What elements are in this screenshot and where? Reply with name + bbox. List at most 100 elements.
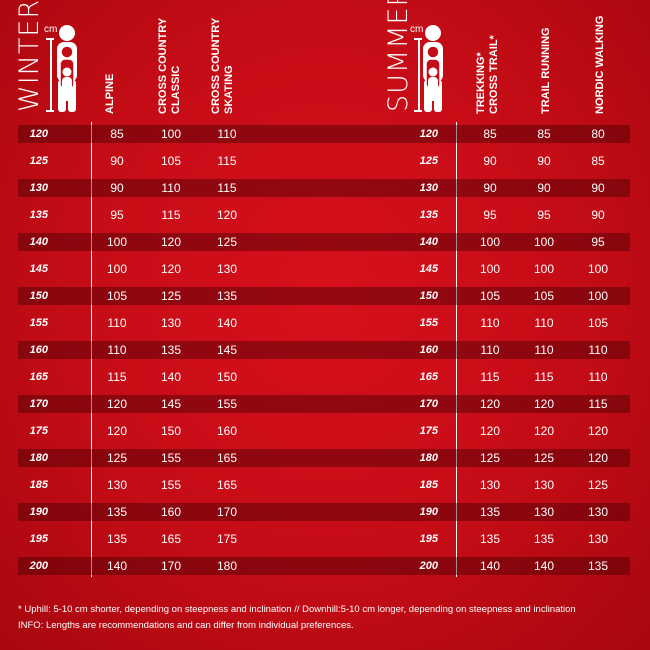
footnote-info: INFO: Lengths are recommendations and ca… xyxy=(18,620,354,631)
summer-length-cell: 110 xyxy=(480,343,500,357)
winter-length-cell: 130 xyxy=(106,478,128,492)
winter-length-cell: 85 xyxy=(110,127,124,141)
winter-length-cell: 110 xyxy=(217,127,237,141)
summer-length-cell: 100 xyxy=(479,235,501,249)
summer-col-trekking: TREKKING* CROSS TRAIL* xyxy=(475,35,500,114)
winter-height-cell: 165 xyxy=(29,371,48,383)
summer-length-cell: 100 xyxy=(587,289,609,303)
summer-height-cell: 130 xyxy=(419,182,438,194)
summer-height-cell: 155 xyxy=(419,317,438,329)
summer-length-cell: 130 xyxy=(587,505,609,519)
winter-length-cell: 100 xyxy=(160,127,182,141)
summer-length-cell: 90 xyxy=(483,181,497,195)
winter-scale-line xyxy=(50,38,52,112)
winter-length-cell: 120 xyxy=(106,424,128,438)
winter-length-cell: 135 xyxy=(160,343,182,357)
winter-length-cell: 115 xyxy=(217,154,237,168)
winter-height-cell: 200 xyxy=(29,560,48,572)
winter-length-cell: 115 xyxy=(161,208,181,222)
winter-length-cell: 125 xyxy=(106,451,128,465)
winter-length-cell: 165 xyxy=(216,478,238,492)
winter-height-cell: 185 xyxy=(29,479,48,491)
summer-scale-tick-top xyxy=(414,38,422,40)
table-row-band xyxy=(18,233,630,251)
winter-length-cell: 135 xyxy=(106,532,128,546)
footnote-uphill: * Uphill: 5-10 cm shorter, depending on … xyxy=(18,604,576,615)
table-row-band xyxy=(18,503,630,521)
summer-length-cell: 85 xyxy=(483,127,497,141)
summer-length-cell: 100 xyxy=(479,262,501,276)
summer-length-cell: 120 xyxy=(479,397,501,411)
winter-length-cell: 95 xyxy=(110,208,124,222)
summer-length-cell: 135 xyxy=(587,559,609,573)
winter-length-cell: 110 xyxy=(107,316,127,330)
winter-height-cell: 175 xyxy=(29,425,48,437)
winter-length-cell: 125 xyxy=(160,289,182,303)
winter-scale-tick-bottom xyxy=(46,110,54,112)
summer-length-cell: 120 xyxy=(587,451,609,465)
summer-height-cell: 185 xyxy=(419,479,438,491)
summer-height-cell: 120 xyxy=(419,128,438,140)
winter-height-cell: 155 xyxy=(29,317,48,329)
summer-height-cell: 180 xyxy=(419,452,438,464)
summer-length-cell: 105 xyxy=(533,289,555,303)
winter-separator-line xyxy=(91,122,92,577)
winter-length-cell: 115 xyxy=(217,181,237,195)
winter-length-cell: 150 xyxy=(160,424,182,438)
summer-length-cell: 90 xyxy=(537,154,551,168)
summer-length-cell: 110 xyxy=(480,316,500,330)
winter-length-cell: 140 xyxy=(160,370,182,384)
summer-title: SUMMER xyxy=(383,0,414,112)
summer-height-cell: 170 xyxy=(419,398,438,410)
winter-length-cell: 110 xyxy=(107,343,127,357)
summer-length-cell: 125 xyxy=(533,451,555,465)
table-row-band xyxy=(18,449,630,467)
summer-length-cell: 85 xyxy=(537,127,551,141)
summer-col-trail-running: TRAIL RUNNING xyxy=(540,27,552,114)
summer-length-cell: 90 xyxy=(483,154,497,168)
summer-length-cell: 90 xyxy=(591,181,605,195)
winter-height-cell: 140 xyxy=(29,236,48,248)
summer-length-cell: 125 xyxy=(587,478,609,492)
summer-height-cell: 145 xyxy=(419,263,438,275)
table-row-band xyxy=(18,125,630,143)
winter-height-cell: 130 xyxy=(29,182,48,194)
winter-length-cell: 135 xyxy=(106,505,128,519)
summer-height-cell: 140 xyxy=(419,236,438,248)
winter-length-cell: 160 xyxy=(216,424,238,438)
winter-title: WINTER xyxy=(14,0,45,112)
summer-length-cell: 135 xyxy=(479,532,501,546)
family-figures-icon xyxy=(423,25,443,112)
winter-length-cell: 125 xyxy=(216,235,238,249)
summer-length-cell: 100 xyxy=(533,262,555,276)
summer-length-cell: 120 xyxy=(533,397,555,411)
winter-col-cc-classic: CROSS COUNTRY CLASSIC xyxy=(157,17,182,114)
winter-length-cell: 150 xyxy=(216,370,238,384)
summer-length-cell: 135 xyxy=(479,505,501,519)
summer-length-cell: 95 xyxy=(591,235,605,249)
winter-length-cell: 140 xyxy=(106,559,128,573)
summer-length-cell: 120 xyxy=(479,424,501,438)
summer-length-cell: 140 xyxy=(533,559,555,573)
summer-length-cell: 95 xyxy=(537,208,551,222)
summer-length-cell: 110 xyxy=(534,316,554,330)
winter-height-cell: 170 xyxy=(29,398,48,410)
winter-length-cell: 165 xyxy=(160,532,182,546)
winter-length-cell: 90 xyxy=(110,181,124,195)
summer-length-cell: 130 xyxy=(479,478,501,492)
winter-length-cell: 155 xyxy=(160,451,182,465)
summer-height-cell: 135 xyxy=(419,209,438,221)
summer-length-cell: 90 xyxy=(537,181,551,195)
summer-height-cell: 200 xyxy=(419,560,438,572)
summer-length-cell: 100 xyxy=(587,262,609,276)
winter-scale-tick-top xyxy=(46,38,54,40)
winter-length-cell: 100 xyxy=(106,262,128,276)
table-row-band xyxy=(18,179,630,197)
winter-length-cell: 105 xyxy=(106,289,128,303)
summer-length-cell: 110 xyxy=(534,343,554,357)
summer-length-cell: 115 xyxy=(534,370,554,384)
summer-length-cell: 115 xyxy=(480,370,500,384)
winter-length-cell: 140 xyxy=(216,316,238,330)
summer-col-nordic-walking: NORDIC WALKING xyxy=(594,15,606,114)
winter-length-cell: 170 xyxy=(216,505,238,519)
